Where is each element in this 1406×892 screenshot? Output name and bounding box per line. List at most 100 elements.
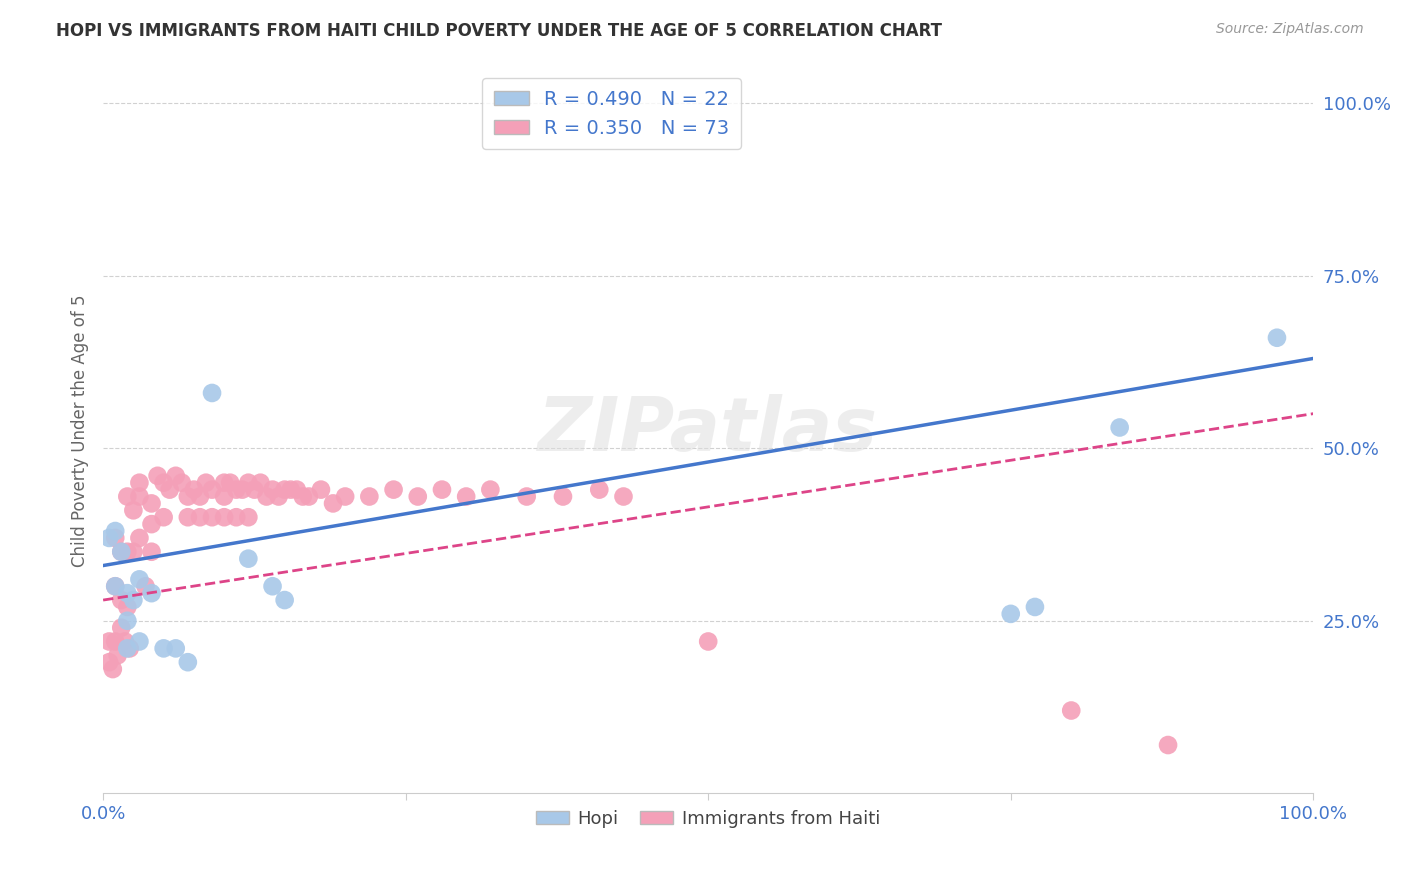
Point	[128, 572, 150, 586]
Point	[117, 641, 139, 656]
Point	[238, 510, 260, 524]
Point	[107, 648, 129, 663]
Point	[195, 475, 218, 490]
Point	[201, 483, 224, 497]
Point	[104, 634, 127, 648]
Point	[382, 483, 405, 497]
Point	[1157, 738, 1180, 752]
Point	[212, 475, 235, 490]
Point	[152, 641, 174, 656]
Point	[262, 579, 284, 593]
Point	[122, 593, 145, 607]
Point	[262, 483, 284, 497]
Point	[110, 545, 132, 559]
Point	[159, 483, 181, 497]
Point	[152, 475, 174, 490]
Point	[612, 490, 634, 504]
Point	[122, 545, 145, 559]
Y-axis label: Child Poverty Under the Age of 5: Child Poverty Under the Age of 5	[72, 294, 89, 567]
Point	[117, 490, 139, 504]
Point	[104, 579, 127, 593]
Point	[117, 599, 139, 614]
Point	[298, 490, 321, 504]
Point	[1024, 599, 1046, 614]
Point	[146, 468, 169, 483]
Point	[104, 579, 127, 593]
Point	[104, 531, 127, 545]
Point	[110, 545, 132, 559]
Text: ZIPatlas: ZIPatlas	[538, 394, 879, 467]
Point	[225, 510, 247, 524]
Point	[1000, 607, 1022, 621]
Point	[406, 490, 429, 504]
Point	[697, 634, 720, 648]
Point	[243, 483, 266, 497]
Point	[430, 483, 453, 497]
Point	[201, 510, 224, 524]
Point	[128, 531, 150, 545]
Point	[231, 483, 253, 497]
Point	[322, 496, 344, 510]
Point	[177, 655, 200, 669]
Point	[117, 586, 139, 600]
Point	[456, 490, 478, 504]
Point	[267, 490, 290, 504]
Point	[238, 551, 260, 566]
Point	[225, 483, 247, 497]
Point	[170, 475, 193, 490]
Text: HOPI VS IMMIGRANTS FROM HAITI CHILD POVERTY UNDER THE AGE OF 5 CORRELATION CHART: HOPI VS IMMIGRANTS FROM HAITI CHILD POVE…	[56, 22, 942, 40]
Point	[212, 510, 235, 524]
Point	[359, 490, 381, 504]
Point	[333, 490, 356, 504]
Point	[165, 641, 187, 656]
Point	[114, 634, 136, 648]
Legend: Hopi, Immigrants from Haiti: Hopi, Immigrants from Haiti	[529, 803, 887, 835]
Point	[134, 579, 156, 593]
Point	[98, 655, 121, 669]
Text: Source: ZipAtlas.com: Source: ZipAtlas.com	[1216, 22, 1364, 37]
Point	[98, 634, 121, 648]
Point	[201, 386, 224, 401]
Point	[98, 531, 121, 545]
Point	[141, 586, 163, 600]
Point	[128, 490, 150, 504]
Point	[188, 510, 211, 524]
Point	[122, 503, 145, 517]
Point	[273, 593, 295, 607]
Point	[273, 483, 295, 497]
Point	[118, 641, 141, 656]
Point	[152, 510, 174, 524]
Point	[177, 510, 200, 524]
Point	[551, 490, 574, 504]
Point	[1060, 704, 1083, 718]
Point	[219, 475, 242, 490]
Point	[188, 490, 211, 504]
Point	[291, 490, 314, 504]
Point	[285, 483, 308, 497]
Point	[117, 545, 139, 559]
Point	[183, 483, 205, 497]
Point	[101, 662, 124, 676]
Point	[141, 496, 163, 510]
Point	[1108, 420, 1130, 434]
Point	[117, 614, 139, 628]
Point	[128, 475, 150, 490]
Point	[128, 634, 150, 648]
Point	[110, 621, 132, 635]
Point	[280, 483, 302, 497]
Point	[309, 483, 332, 497]
Point	[104, 524, 127, 538]
Point	[141, 517, 163, 532]
Point	[1265, 331, 1288, 345]
Point	[238, 475, 260, 490]
Point	[141, 545, 163, 559]
Point	[479, 483, 502, 497]
Point	[588, 483, 610, 497]
Point	[177, 490, 200, 504]
Point	[516, 490, 538, 504]
Point	[165, 468, 187, 483]
Point	[249, 475, 271, 490]
Point	[256, 490, 278, 504]
Point	[110, 593, 132, 607]
Point	[212, 490, 235, 504]
